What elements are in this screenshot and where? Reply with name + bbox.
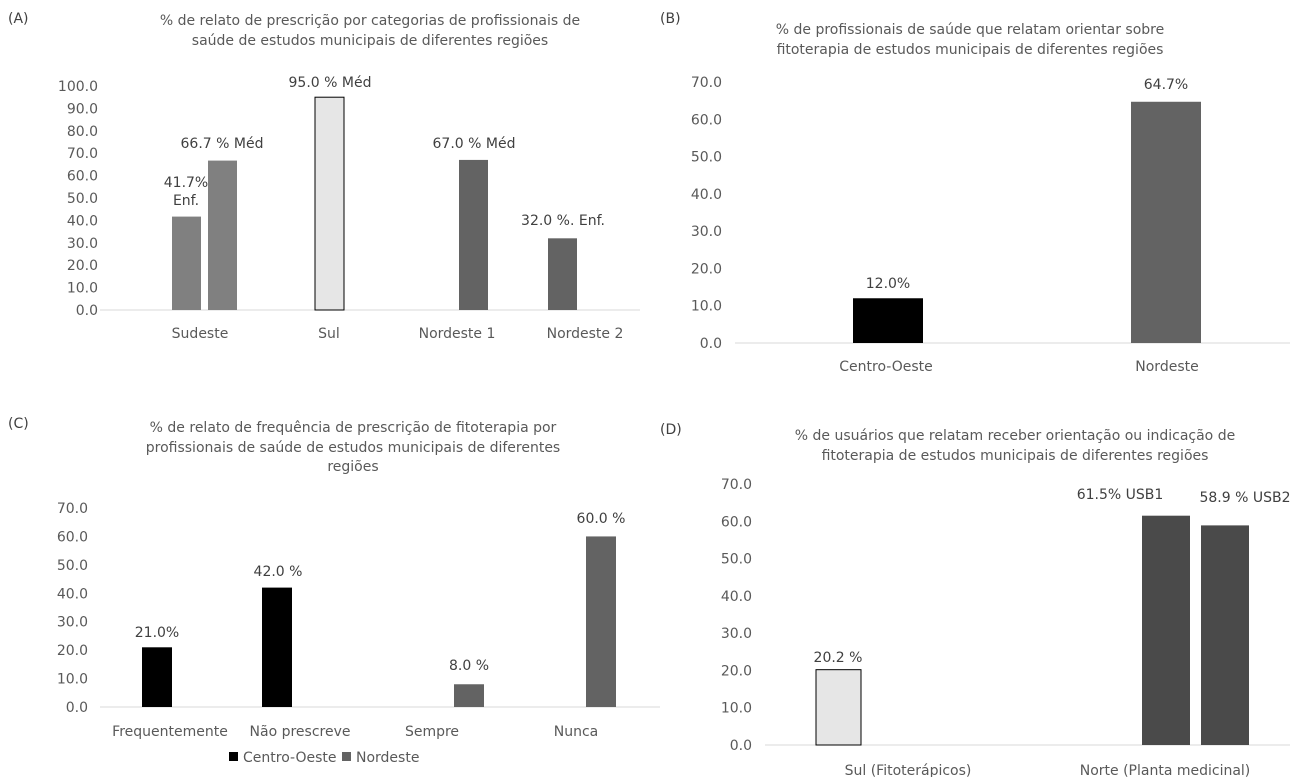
panel-label: (D): [660, 422, 682, 438]
data-label: 95.0 % Méd: [289, 75, 372, 91]
chart-panel-4: (D) % de usuários que relatam receber ori…: [660, 422, 1291, 777]
y-tick-label: 20.0: [67, 258, 98, 274]
legend-label: Nordeste: [356, 750, 419, 766]
y-tick-label: 30.0: [57, 615, 88, 631]
bar: [262, 587, 292, 707]
y-tick-label: 0.0: [76, 303, 98, 319]
y-tick-label: 10.0: [721, 701, 752, 717]
y-tick-label: 50.0: [67, 191, 98, 207]
bar: [454, 684, 484, 707]
chart-title: regiões: [327, 459, 378, 475]
y-tick-label: 60.0: [67, 169, 98, 185]
x-category-label: Sudeste: [172, 326, 229, 342]
chart-title: saúde de estudos municipais de diferente…: [192, 33, 548, 49]
x-category-label: Sempre: [405, 724, 459, 740]
y-tick-label: 70.0: [67, 146, 98, 162]
data-label: 41.7%: [164, 175, 208, 191]
legend-swatch: [342, 752, 351, 761]
y-tick-label: 10.0: [691, 299, 722, 315]
data-label: Enf.: [173, 193, 199, 209]
y-tick-label: 90.0: [67, 101, 98, 117]
panel-label: (C): [8, 416, 29, 432]
y-tick-label: 40.0: [691, 187, 722, 203]
bar: [586, 536, 616, 707]
bar: [314, 96, 345, 311]
data-label: 61.5% USB1: [1077, 487, 1164, 503]
y-tick-label: 70.0: [691, 75, 722, 91]
x-category-label: Centro-Oeste: [839, 359, 933, 375]
x-category-label: Sul: [318, 326, 340, 342]
data-label: 58.9 % USB2: [1199, 490, 1290, 506]
data-label: 42.0 %: [254, 564, 303, 580]
chart-title: fitoterapia de estudos municipais de dif…: [777, 42, 1164, 58]
data-label: 20.2 %: [814, 650, 863, 666]
y-tick-label: 70.0: [57, 501, 88, 517]
bar: [142, 647, 172, 707]
y-tick-label: 60.0: [57, 529, 88, 545]
x-category-label: Nordeste 1: [419, 326, 496, 342]
x-category-label: Sul (Fitoterápicos): [845, 763, 972, 777]
y-tick-label: 30.0: [721, 626, 752, 642]
data-label: 64.7%: [1144, 77, 1188, 93]
y-tick-label: 50.0: [721, 552, 752, 568]
bar: [459, 159, 488, 310]
bar: [853, 298, 923, 343]
data-label: 60.0 %: [577, 511, 626, 527]
data-label: 66.7 % Méd: [181, 136, 264, 152]
y-tick-label: 30.0: [67, 236, 98, 252]
bar: [1131, 101, 1201, 343]
y-tick-label: 20.0: [57, 643, 88, 659]
data-label: 8.0 %: [449, 658, 489, 674]
chart-title: fitoterapia de estudos municipais de dif…: [822, 448, 1209, 464]
x-category-label: Não prescreve: [250, 724, 351, 740]
panel-label: (B): [660, 11, 681, 27]
y-tick-label: 80.0: [67, 124, 98, 140]
legend-swatch: [229, 752, 238, 761]
chart-panel-3: (C) % de relato de frequência de prescriç…: [8, 416, 660, 766]
bar: [815, 669, 862, 746]
bar: [208, 160, 237, 310]
bar: [172, 216, 201, 310]
y-tick-label: 20.0: [691, 261, 722, 277]
chart-panel-2: (B) % de profissionais de saúde que relat…: [660, 11, 1290, 375]
y-tick-label: 100.0: [58, 79, 98, 95]
y-tick-label: 20.0: [721, 663, 752, 679]
y-tick-label: 0.0: [730, 738, 752, 754]
chart-title: % de usuários que relatam receber orient…: [795, 428, 1235, 444]
y-tick-label: 50.0: [57, 558, 88, 574]
y-tick-label: 50.0: [691, 150, 722, 166]
y-tick-label: 0.0: [700, 336, 722, 352]
x-category-label: Norte (Planta medicinal): [1080, 763, 1251, 777]
y-tick-label: 30.0: [691, 224, 722, 240]
data-label: 12.0%: [866, 276, 910, 292]
data-label: 32.0 %. Enf.: [521, 213, 605, 229]
y-tick-label: 40.0: [67, 213, 98, 229]
chart-title: % de relato de frequência de prescrição …: [150, 420, 557, 436]
data-label: 21.0%: [135, 625, 179, 641]
chart-title: % de relato de prescrição por categorias…: [160, 13, 580, 29]
chart-title: profissionais de saúde de estudos munici…: [146, 440, 560, 456]
y-tick-label: 60.0: [691, 112, 722, 128]
y-tick-label: 70.0: [721, 477, 752, 493]
data-label: 67.0 % Méd: [433, 136, 516, 152]
y-tick-label: 40.0: [57, 586, 88, 602]
chart-panel-1: (A) % de relato de prescrição por categor…: [8, 11, 640, 342]
x-category-label: Frequentemente: [112, 724, 228, 740]
bar: [548, 238, 577, 310]
x-category-label: Nunca: [554, 724, 599, 740]
y-tick-label: 10.0: [67, 281, 98, 297]
x-category-label: Nordeste 2: [547, 326, 624, 342]
panel-label: (A): [8, 11, 29, 27]
y-tick-label: 10.0: [57, 672, 88, 688]
bar: [1142, 515, 1190, 745]
x-category-label: Nordeste: [1135, 359, 1198, 375]
y-tick-label: 40.0: [721, 589, 752, 605]
y-tick-label: 60.0: [721, 514, 752, 530]
chart-title: % de profissionais de saúde que relatam …: [776, 22, 1165, 38]
bar: [1201, 525, 1249, 745]
y-tick-label: 0.0: [66, 700, 88, 716]
legend-label: Centro-Oeste: [243, 750, 337, 766]
